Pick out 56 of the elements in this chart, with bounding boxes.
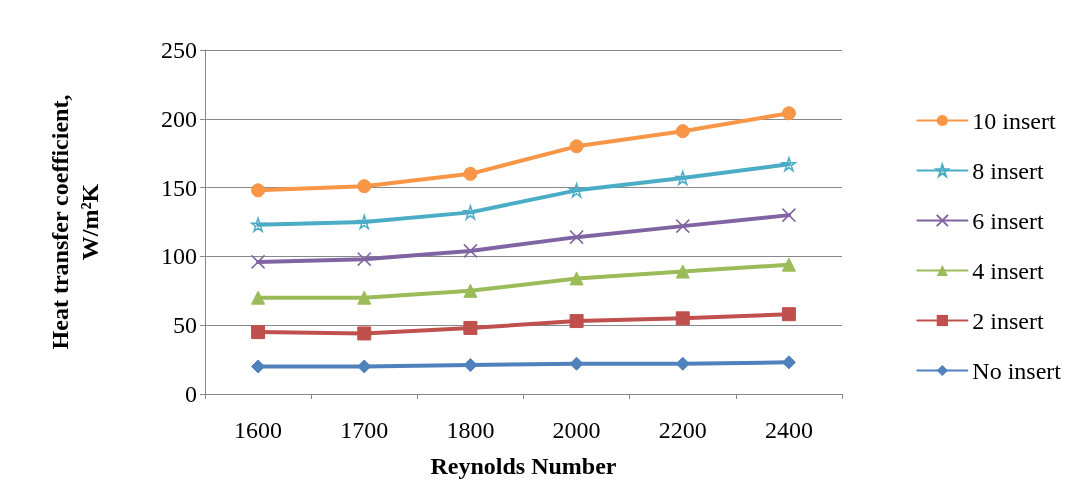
point [357,179,372,194]
legend-label: 2 insert [972,307,1044,334]
point [463,243,478,259]
point [357,359,372,374]
y-axis-title: Heat transfer coefficient, W/m²K [47,94,103,350]
y-tick-label: 150 [161,174,197,201]
x-tick-label: 2200 [658,417,707,443]
point [675,356,690,371]
point [357,290,372,305]
point [357,214,372,230]
point [357,251,372,267]
point [250,254,266,270]
point [781,307,796,322]
point [569,183,584,198]
x-tick-label: 2000 [552,417,601,443]
legend-label: 4 insert [972,257,1044,284]
x-tick-label: 1700 [340,417,389,443]
point [569,356,584,371]
point [781,106,796,121]
y-tick-label: 0 [185,381,197,407]
point [569,314,584,329]
point [569,229,584,245]
y-tick-label: 100 [161,243,197,270]
point [675,218,690,234]
point [463,358,478,373]
legend-label: 6 insert [972,207,1044,234]
legend-label: No insert [972,357,1062,384]
x-tick-label: 1800 [446,417,495,443]
y-tick-label: 200 [161,105,197,132]
y-tick-label: 50 [173,312,197,339]
point [675,124,690,139]
point [463,205,478,220]
x-tick-label: 1600 [234,417,283,443]
point [251,290,266,305]
point [675,170,690,186]
point [569,139,584,154]
point [251,325,266,340]
point [675,264,690,279]
point [251,183,266,198]
point [675,311,690,326]
point [569,271,584,286]
point [781,207,797,223]
point [781,355,796,370]
x-axis-title: Reynolds Number [430,453,617,479]
point [251,359,266,374]
point [463,166,478,181]
legend-label: 10 insert [972,107,1056,134]
point [357,326,372,341]
point [781,257,796,272]
point [463,320,478,335]
legend-label: 8 insert [972,157,1044,184]
point [781,156,797,172]
point [250,217,266,232]
x-tick-label: 2400 [764,417,813,443]
y-tick-label: 250 [161,37,197,63]
point [463,283,478,298]
